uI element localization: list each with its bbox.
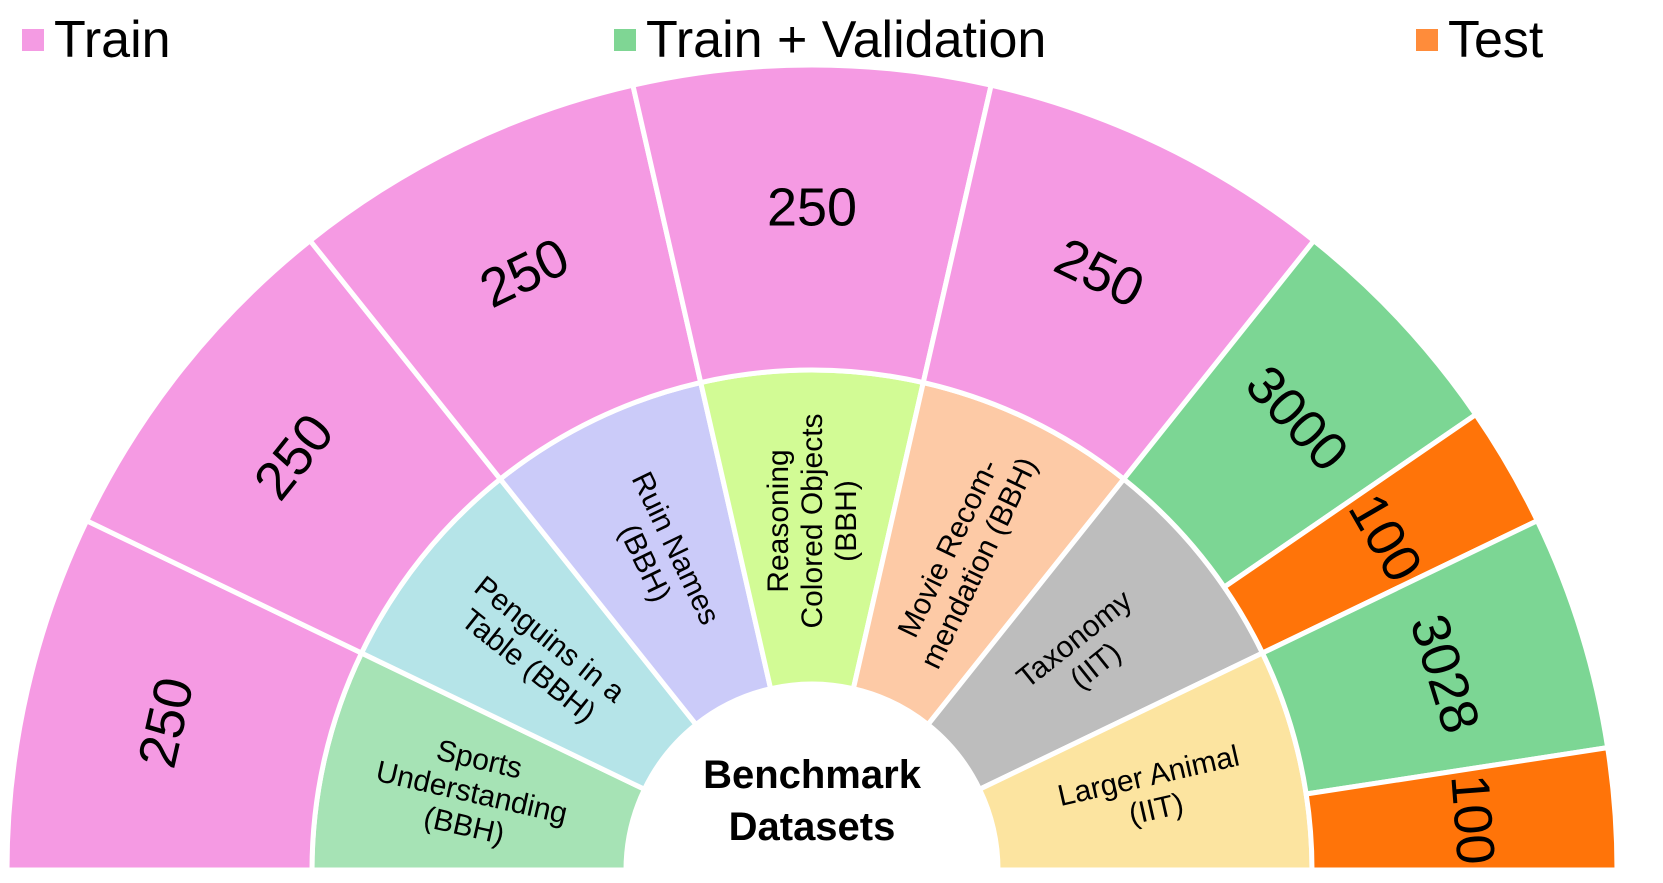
value-label-larger-animal-iit-test: 100: [1439, 772, 1506, 866]
legend-item-test: Test: [1416, 14, 1543, 66]
legend-label-train: Train: [54, 11, 171, 69]
legend-item-train: Train: [22, 14, 171, 66]
center-label-line-2: Datasets: [729, 805, 896, 849]
dataset-label-reasoning-colored-objects-bbh: ReasoningColored Objects(BBH): [762, 413, 863, 628]
legend-swatch-train-validation: [614, 29, 636, 51]
legend-label-test: Test: [1448, 11, 1544, 69]
legend-swatch-test: [1416, 29, 1438, 51]
outer-segment-larger-animal-iit-test: [1303, 744, 1620, 873]
legend-label-train-validation: Train + Validation: [646, 11, 1047, 69]
center-label-line-1: Benchmark: [703, 753, 922, 797]
legend-item-train-validation: Train + Validation: [614, 14, 1046, 66]
chart-segments: [4, 62, 1620, 873]
value-label-reasoning-colored-objects-bbh-train: 250: [767, 178, 857, 238]
legend-swatch-train: [22, 29, 44, 51]
